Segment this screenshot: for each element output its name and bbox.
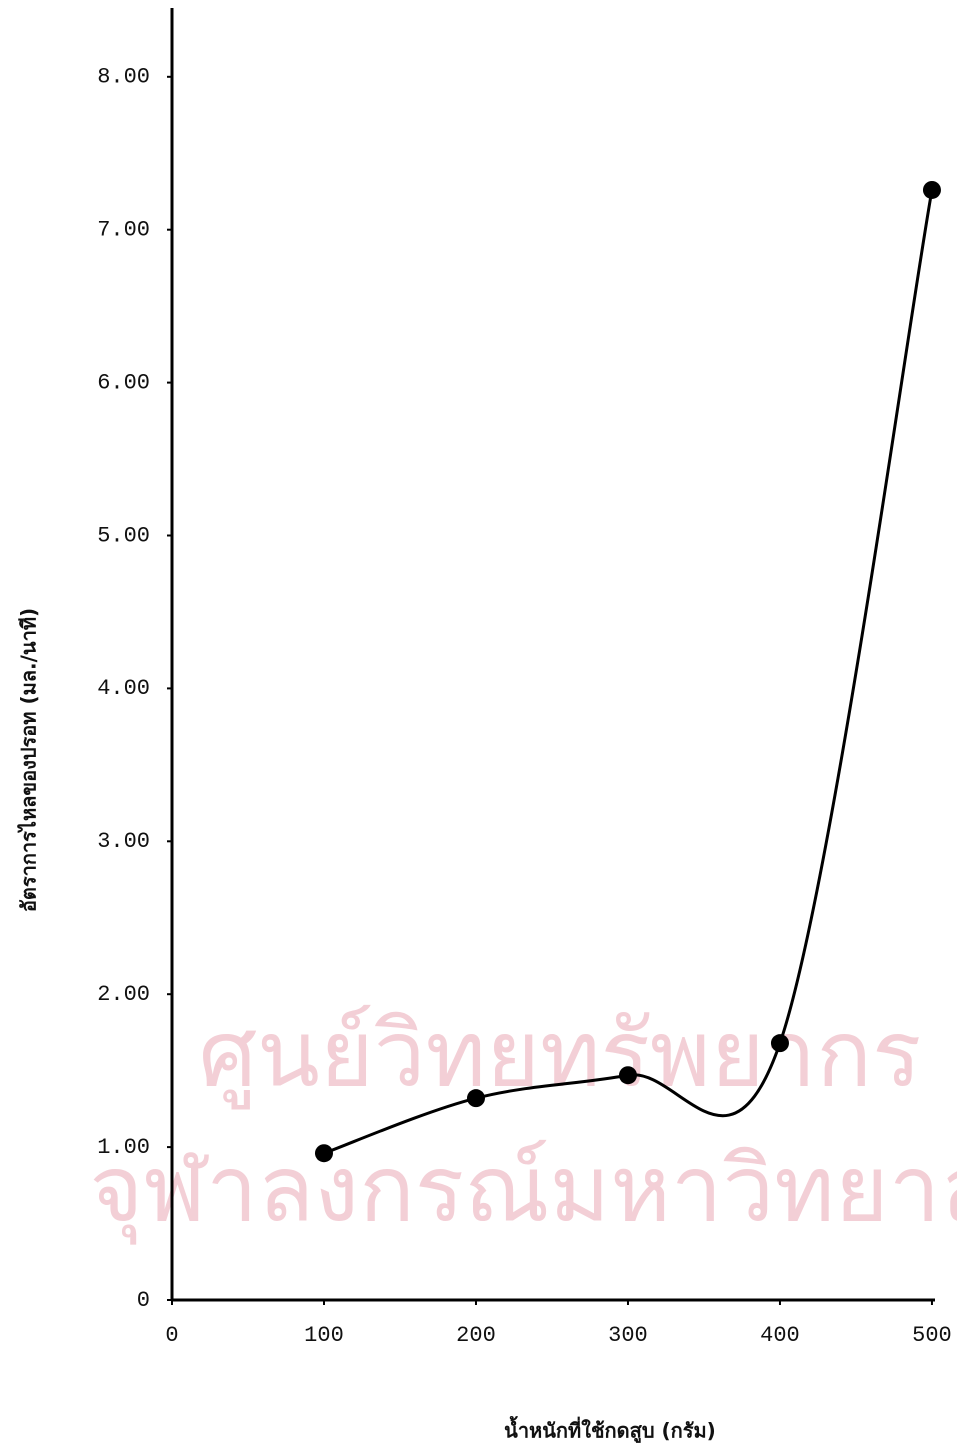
- data-point: [619, 1066, 637, 1084]
- y-tick-label: 2.00: [97, 982, 150, 1007]
- y-tick-label: 8.00: [97, 65, 150, 90]
- watermark: จุฬาลงกรณ์มหาวิทยาลัย: [89, 1135, 957, 1245]
- y-tick-label: 3.00: [97, 829, 150, 854]
- y-tick-label: 7.00: [97, 218, 150, 243]
- y-tick-label: 6.00: [97, 370, 150, 395]
- watermark: ศูนย์วิทยทรัพยากร: [199, 1000, 922, 1109]
- x-tick-label: 0: [165, 1323, 178, 1348]
- chart: ศูนย์วิทยทรัพยากร จุฬาลงกรณ์มหาวิทยาลัย …: [0, 0, 957, 1453]
- data-point: [771, 1034, 789, 1052]
- y-tick-label: 4.00: [97, 676, 150, 701]
- x-tick-label: 200: [456, 1323, 496, 1348]
- x-tick-label: 300: [608, 1323, 648, 1348]
- y-tick-label: 1.00: [97, 1135, 150, 1160]
- y-axis-label: อัตราการไหลของปรอท (มล./นาที): [17, 608, 41, 912]
- data-point: [923, 181, 941, 199]
- x-axis-label: น้ำหนักที่ใช้กดสูบ (กรัม): [504, 1416, 716, 1445]
- x-tick-label: 100: [304, 1323, 344, 1348]
- x-tick-label: 500: [912, 1323, 952, 1348]
- data-point: [467, 1089, 485, 1107]
- y-tick-label: 5.00: [97, 523, 150, 548]
- x-tick-label: 400: [760, 1323, 800, 1348]
- y-tick-label: 0: [137, 1288, 150, 1313]
- data-point: [315, 1144, 333, 1162]
